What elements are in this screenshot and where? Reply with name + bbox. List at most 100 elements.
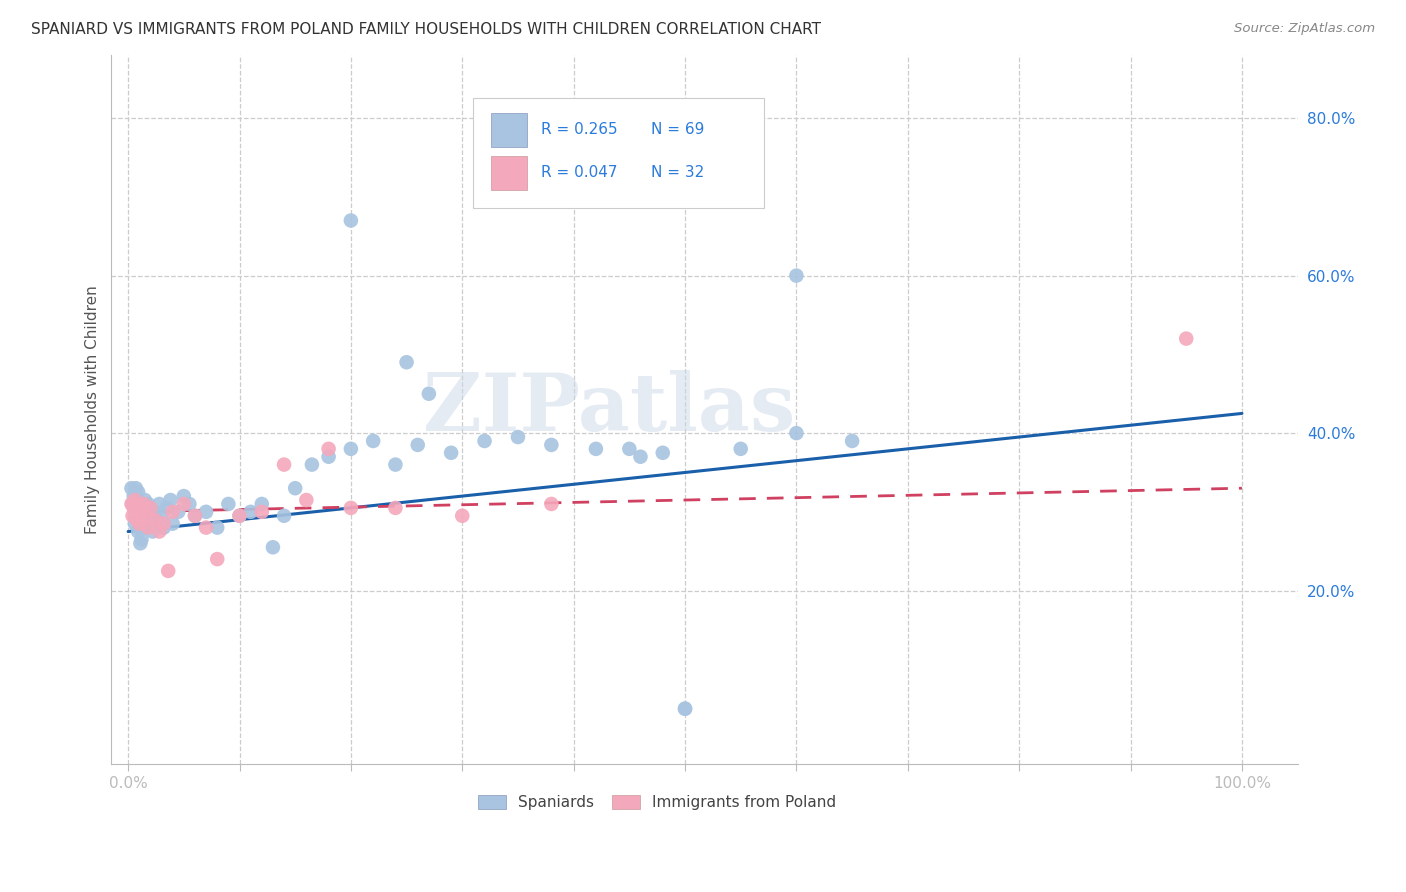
Point [138, 508, 160, 523]
Point [262, 541, 284, 555]
Point [451, 508, 474, 523]
Point [205, 520, 228, 534]
Point [121, 497, 143, 511]
Point [127, 485, 149, 500]
Point [132, 500, 155, 515]
Point [418, 386, 440, 401]
Point [135, 508, 157, 523]
Bar [491, 156, 527, 190]
Point [124, 493, 146, 508]
Point [136, 520, 159, 534]
Point [156, 500, 179, 515]
Point [318, 442, 340, 456]
Point [630, 450, 652, 464]
Point [143, 505, 166, 519]
Point [730, 442, 752, 456]
Bar [491, 113, 527, 147]
Point [143, 513, 166, 527]
Point [585, 442, 607, 456]
Text: Source: ZipAtlas.com: Source: ZipAtlas.com [1234, 22, 1375, 36]
Point [139, 516, 162, 531]
Point [121, 508, 143, 523]
Point [284, 481, 307, 495]
Point [131, 505, 153, 519]
Point [125, 508, 148, 523]
Point [120, 497, 142, 511]
Point [125, 481, 148, 495]
Point [128, 520, 150, 534]
Point [1175, 332, 1198, 346]
Point [228, 508, 250, 523]
Point [295, 493, 318, 508]
Text: N = 69: N = 69 [651, 122, 704, 137]
Point [136, 520, 159, 534]
Point [250, 497, 273, 511]
Point [384, 458, 406, 472]
Point [395, 355, 418, 369]
Point [651, 446, 673, 460]
Point [122, 500, 145, 515]
Point [148, 524, 170, 539]
Point [146, 513, 169, 527]
Point [125, 497, 148, 511]
Point [131, 516, 153, 531]
Point [228, 508, 250, 523]
Point [273, 458, 295, 472]
Point [406, 438, 429, 452]
Point [132, 497, 155, 511]
Point [127, 524, 149, 539]
Point [250, 505, 273, 519]
FancyBboxPatch shape [474, 97, 763, 208]
Point [273, 508, 295, 523]
Point [540, 497, 562, 511]
Text: N = 32: N = 32 [651, 164, 704, 179]
Point [129, 536, 152, 550]
Point [785, 426, 807, 441]
Point [540, 438, 562, 452]
Point [173, 497, 195, 511]
Point [125, 513, 148, 527]
Point [125, 505, 148, 519]
Point [128, 516, 150, 531]
Point [384, 500, 406, 515]
Point [361, 434, 384, 448]
Point [318, 450, 340, 464]
Point [841, 434, 863, 448]
Point [162, 516, 184, 531]
Point [673, 702, 696, 716]
Point [159, 493, 181, 508]
Point [127, 497, 149, 511]
Legend: Spaniards, Immigrants from Poland: Spaniards, Immigrants from Poland [472, 789, 842, 816]
Point [673, 702, 696, 716]
Point [135, 505, 157, 519]
Point [340, 500, 363, 515]
Point [506, 430, 529, 444]
Point [195, 505, 218, 519]
Point [184, 508, 207, 523]
Point [301, 458, 323, 472]
Point [179, 497, 201, 511]
Point [150, 508, 173, 523]
Y-axis label: Family Households with Children: Family Households with Children [86, 285, 100, 533]
Point [131, 533, 153, 547]
Point [148, 497, 170, 511]
Point [129, 513, 152, 527]
Point [184, 508, 207, 523]
Point [440, 446, 463, 460]
Point [619, 442, 641, 456]
Point [152, 516, 174, 531]
Point [152, 520, 174, 534]
Text: R = 0.265: R = 0.265 [541, 122, 617, 137]
Point [139, 500, 162, 515]
Text: ZIPatlas: ZIPatlas [423, 370, 796, 449]
Text: R = 0.047: R = 0.047 [541, 164, 617, 179]
Point [195, 520, 218, 534]
Point [122, 489, 145, 503]
Point [134, 493, 156, 508]
Point [125, 508, 148, 523]
Point [167, 505, 190, 519]
Point [340, 213, 363, 227]
Point [124, 516, 146, 531]
Point [120, 481, 142, 495]
Point [131, 508, 153, 523]
